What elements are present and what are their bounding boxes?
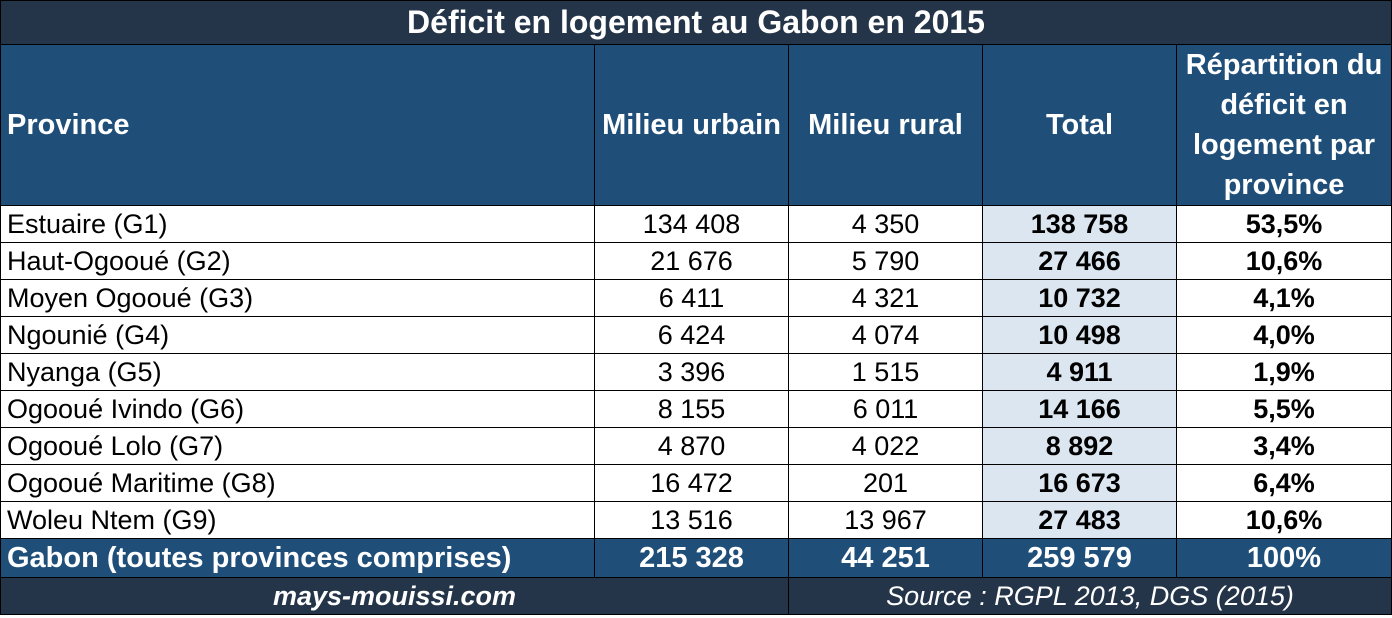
cell-total: 8 892 bbox=[982, 427, 1177, 465]
header-row: Province Milieu urbain Milieu rural Tota… bbox=[0, 44, 1392, 206]
header-urbain: Milieu urbain bbox=[594, 44, 789, 206]
header-province: Province bbox=[0, 44, 595, 206]
cell-rural: 201 bbox=[788, 464, 983, 502]
cell-total: 138 758 bbox=[982, 205, 1177, 243]
cell-province: Woleu Ntem (G9) bbox=[0, 501, 595, 539]
cell-urbain: 6 411 bbox=[594, 279, 789, 317]
summary-row: Gabon (toutes provinces comprises) 215 3… bbox=[0, 538, 1392, 578]
cell-rural: 4 321 bbox=[788, 279, 983, 317]
header-total: Total bbox=[982, 44, 1177, 206]
cell-total: 14 166 bbox=[982, 390, 1177, 428]
cell-pct: 4,0% bbox=[1175, 316, 1392, 354]
cell-pct: 1,9% bbox=[1175, 353, 1392, 391]
cell-urbain: 16 472 bbox=[594, 464, 789, 502]
cell-total: 27 483 bbox=[982, 501, 1177, 539]
cell-total: 10 732 bbox=[982, 279, 1177, 317]
cell-rural: 13 967 bbox=[788, 501, 983, 539]
header-repartition: Répartition du déficit en logement par p… bbox=[1175, 44, 1392, 206]
cell-urbain: 21 676 bbox=[594, 242, 789, 280]
cell-province: Ogooué Lolo (G7) bbox=[0, 427, 595, 465]
cell-total: 10 498 bbox=[982, 316, 1177, 354]
cell-pct: 3,4% bbox=[1175, 427, 1392, 465]
cell-urbain: 8 155 bbox=[594, 390, 789, 428]
cell-pct: 4,1% bbox=[1175, 279, 1392, 317]
table-row: Estuaire (G1) 134 408 4 350 138 758 53,5… bbox=[0, 205, 1392, 243]
cell-province: Nyanga (G5) bbox=[0, 353, 595, 391]
cell-province: Ogooué Ivindo (G6) bbox=[0, 390, 595, 428]
summary-rural: 44 251 bbox=[788, 538, 983, 578]
cell-urbain: 4 870 bbox=[594, 427, 789, 465]
cell-province: Ngounié (G4) bbox=[0, 316, 595, 354]
cell-pct: 5,5% bbox=[1175, 390, 1392, 428]
footer-source: Source : RGPL 2013, DGS (2015) bbox=[787, 577, 1392, 615]
cell-rural: 5 790 bbox=[788, 242, 983, 280]
cell-urbain: 13 516 bbox=[594, 501, 789, 539]
summary-urbain: 215 328 bbox=[594, 538, 789, 578]
cell-pct: 6,4% bbox=[1175, 464, 1392, 502]
footer-site: mays-mouissi.com bbox=[0, 577, 789, 615]
title-row: Déficit en logement au Gabon en 2015 bbox=[0, 0, 1392, 45]
summary-province: Gabon (toutes provinces comprises) bbox=[0, 538, 595, 578]
cell-rural: 1 515 bbox=[788, 353, 983, 391]
cell-pct: 10,6% bbox=[1175, 242, 1392, 280]
table-row: Woleu Ntem (G9) 13 516 13 967 27 483 10,… bbox=[0, 501, 1392, 539]
table-row: Haut-Ogooué (G2) 21 676 5 790 27 466 10,… bbox=[0, 242, 1392, 280]
table-row: Nyanga (G5) 3 396 1 515 4 911 1,9% bbox=[0, 353, 1392, 391]
cell-province: Ogooué Maritime (G8) bbox=[0, 464, 595, 502]
table-row: Moyen Ogooué (G3) 6 411 4 321 10 732 4,1… bbox=[0, 279, 1392, 317]
cell-province: Moyen Ogooué (G3) bbox=[0, 279, 595, 317]
cell-province: Haut-Ogooué (G2) bbox=[0, 242, 595, 280]
cell-total: 16 673 bbox=[982, 464, 1177, 502]
cell-urbain: 6 424 bbox=[594, 316, 789, 354]
table-title: Déficit en logement au Gabon en 2015 bbox=[0, 0, 1392, 45]
cell-province: Estuaire (G1) bbox=[0, 205, 595, 243]
summary-pct: 100% bbox=[1175, 538, 1392, 578]
cell-urbain: 3 396 bbox=[594, 353, 789, 391]
table-row: Ogooué Ivindo (G6) 8 155 6 011 14 166 5,… bbox=[0, 390, 1392, 428]
table-row: Ngounié (G4) 6 424 4 074 10 498 4,0% bbox=[0, 316, 1392, 354]
cell-rural: 4 022 bbox=[788, 427, 983, 465]
cell-pct: 53,5% bbox=[1175, 205, 1392, 243]
cell-total: 4 911 bbox=[982, 353, 1177, 391]
cell-rural: 6 011 bbox=[788, 390, 983, 428]
cell-total: 27 466 bbox=[982, 242, 1177, 280]
table-row: Ogooué Maritime (G8) 16 472 201 16 673 6… bbox=[0, 464, 1392, 502]
cell-rural: 4 350 bbox=[788, 205, 983, 243]
cell-rural: 4 074 bbox=[788, 316, 983, 354]
cell-pct: 10,6% bbox=[1175, 501, 1392, 539]
header-rural: Milieu rural bbox=[788, 44, 983, 206]
table-row: Ogooué Lolo (G7) 4 870 4 022 8 892 3,4% bbox=[0, 427, 1392, 465]
footer-row: mays-mouissi.com Source : RGPL 2013, DGS… bbox=[0, 577, 1392, 615]
summary-total: 259 579 bbox=[982, 538, 1177, 578]
cell-urbain: 134 408 bbox=[594, 205, 789, 243]
